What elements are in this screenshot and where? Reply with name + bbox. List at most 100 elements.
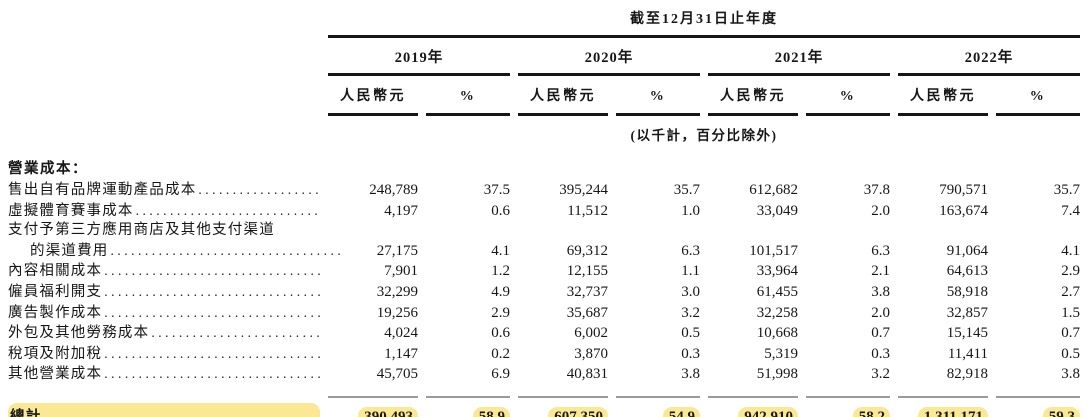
total-percent-value: 58.2 [806,398,890,417]
percent-header: % [426,76,510,116]
percent-value: 1.0 [681,202,700,219]
rmb-value: 19,256 [376,304,418,321]
percent-value: 37.5 [483,182,510,198]
total-row: 總計 390,493 58.9 607,350 54.9 942,910 58.… [8,398,1080,417]
percent-value: 0.6 [491,325,510,342]
divider [996,385,1080,398]
spacer [8,2,320,38]
percent-value: 35.7 [1053,182,1080,198]
divider [328,385,418,398]
rmb-value: 163,674 [939,202,988,219]
table-row: 內容相關成本 7,901 1.2 12,155 1.1 33,964 2.1 64,613 2.… [8,261,1080,282]
percent-value: 3.8 [871,283,890,300]
currency-header: 人民幣元 [898,76,988,116]
rmb-value: 11,411 [947,345,988,362]
divider [518,385,608,398]
rmb-value [898,221,988,241]
rmb-value: 4,024 [384,325,418,342]
rmb-value: 33,964 [756,263,798,280]
row-label: 外包及其他勞務成本 [8,323,320,344]
dot-leader [134,201,320,222]
table-row: 售出自有品牌運動產品成本 248,789 37.5 395,244 35.7 612,68… [8,180,1080,201]
currency-header: 人民幣元 [518,76,608,116]
currency-header: 人民幣元 [708,76,798,116]
rmb-value: 64,613 [946,263,988,280]
total-rmb-value: 942,910 [708,398,798,417]
table-head: 截至12月31日止年度 2019年 2020年 2021年 2022年 人民幣元… [8,2,1080,180]
rmb-value: 69,312 [566,242,608,259]
spacer [8,116,320,150]
year-header-2019: 2019年 [328,38,510,76]
row-label: 廣告製作成本 [8,303,320,324]
percent-value: 3.2 [871,366,890,383]
rmb-value: 11,512 [567,202,608,219]
dot-leader [102,344,320,365]
year-header-2022: 2022年 [898,38,1080,76]
rmb-value: 82,918 [946,366,988,383]
dot-leader [102,261,320,282]
total-rmb-value: 390,493 [328,398,418,417]
year-header-row: 2019年 2020年 2021年 2022年 [8,38,1080,76]
table-row: 僱員福利開支 32,299 4.9 32,737 3.0 61,455 3.8 58,918 2… [8,282,1080,303]
percent-value: 6.9 [491,366,510,383]
percent-value: 1.5 [1061,304,1080,321]
row-label: 虛擬體育賽事成本 [8,201,320,222]
spacer [8,38,320,76]
rmb-value: 7,901 [384,263,418,280]
percent-value: 4.9 [491,283,510,300]
rmb-value [518,221,608,241]
rmb-value: 45,705 [376,366,418,383]
rmb-value: 91,064 [946,242,988,259]
divider [426,385,510,398]
percent-value: 37.8 [863,182,890,198]
total-label-cell: 總計 [8,398,320,417]
unit-note: (以千計，百分比除外) [630,128,778,143]
rmb-value: 10,668 [756,325,798,342]
section-header-row: 營業成本： [8,150,1080,180]
rmb-value: 58,918 [946,283,988,300]
column-header-row: 人民幣元 % 人民幣元 % 人民幣元 % 人民幣元 % [8,76,1080,116]
divider [708,385,798,398]
table-row: 稅項及附加稅 1,147 0.2 3,870 0.3 5,319 0.3 11,411 0.5 [8,344,1080,365]
dot-leader [102,282,320,303]
rmb-value: 395,244 [559,182,608,198]
table-row: 廣告製作成本 19,256 2.9 35,687 3.2 32,258 2.0 32,857 1… [8,303,1080,324]
rmb-value: 790,571 [939,182,988,198]
rmb-value: 5,319 [764,345,798,362]
rmb-value: 35,687 [566,304,608,321]
section-header: 營業成本： [8,161,88,177]
rmb-value: 61,455 [756,283,798,300]
percent-value: 2.0 [871,304,890,321]
rmb-value: 12,155 [566,263,608,280]
percent-value: 6.3 [681,242,700,259]
divider [806,385,890,398]
percent-value [426,221,510,241]
rmb-value: 40,831 [566,366,608,383]
percent-value: 2.1 [871,263,890,280]
percent-value: 3.0 [681,283,700,300]
rmb-value: 6,002 [574,325,608,342]
percent-value: 6.3 [871,242,890,259]
dot-leader [102,364,320,385]
rmb-value: 612,682 [749,182,798,198]
percent-value: 4.1 [1061,242,1080,259]
currency-header: 人民幣元 [328,76,418,116]
rmb-value: 27,175 [376,242,418,259]
row-label: 稅項及附加稅 [8,344,320,365]
rmb-value: 32,857 [946,304,988,321]
table-row: 外包及其他勞務成本 4,024 0.6 6,002 0.5 10,668 0.7 15,145… [8,323,1080,344]
percent-value: 0.5 [681,325,700,342]
percent-value: 3.8 [681,366,700,383]
percent-value: 2.0 [871,202,890,219]
percent-value [616,221,700,241]
total-rmb-value: 607,350 [518,398,608,417]
percent-value: 7.4 [1061,202,1080,219]
dot-leader [196,180,320,201]
rmb-value: 15,145 [946,325,988,342]
divider [898,385,988,398]
dot-leader [109,241,343,262]
percent-value [806,221,890,241]
percent-value: 2.9 [491,304,510,321]
